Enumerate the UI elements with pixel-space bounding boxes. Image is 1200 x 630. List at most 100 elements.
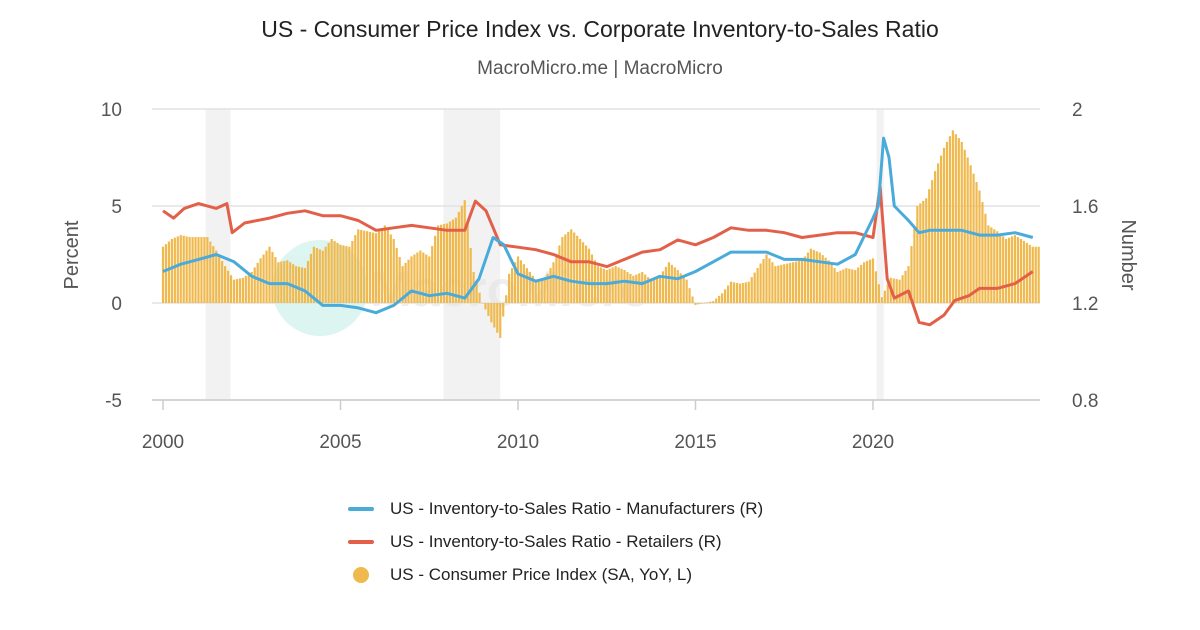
cpi-bar — [410, 256, 413, 303]
cpi-bar — [652, 278, 656, 303]
manufacturers-ratio-line — [162, 136, 1034, 315]
cpi-bar — [957, 138, 960, 303]
cpi-bar — [475, 282, 478, 303]
cpi-bar — [434, 235, 437, 303]
cpi-bar — [499, 303, 502, 338]
cpi-bar — [268, 246, 271, 303]
cpi-bar — [934, 171, 937, 303]
cpi-bar — [404, 262, 407, 303]
cpi-bar — [936, 163, 940, 303]
cpi-bar — [226, 270, 230, 303]
cpi-bar — [833, 268, 836, 303]
cpi-bar — [836, 271, 839, 303]
cpi-bar — [383, 225, 386, 303]
cpi-bar — [922, 200, 925, 303]
cpi-bar — [679, 273, 682, 303]
cpi-bar — [759, 263, 762, 303]
cpi-bar — [845, 268, 848, 303]
legend-item-cpi[interactable]: US - Consumer Price Index (SA, YoY, L) — [348, 558, 763, 591]
cpi-bar — [863, 262, 866, 303]
cpi-bar — [274, 257, 277, 303]
cpi-bar — [954, 134, 957, 303]
cpi-bar — [215, 250, 218, 303]
cpi-bar — [413, 254, 416, 303]
recession-band — [876, 109, 884, 400]
cpi-bar — [762, 259, 765, 303]
cpi-bar — [892, 278, 895, 303]
cpi-bar — [336, 242, 339, 303]
cpi-bar — [487, 303, 490, 316]
cpi-bar — [750, 277, 753, 303]
cpi-bar — [528, 271, 531, 303]
cpi-bar — [756, 268, 759, 303]
cpi-bar — [366, 231, 369, 303]
cpi-bar — [774, 266, 777, 303]
cpi-bar — [916, 206, 919, 303]
cpi-bar — [496, 303, 499, 333]
cpi-bar — [865, 260, 869, 303]
cpi-bar — [552, 262, 555, 303]
cpi-bar — [626, 271, 629, 303]
cpi-bar — [783, 264, 786, 303]
x-tick-label: 2015 — [674, 432, 716, 453]
cpi-bar — [173, 237, 176, 303]
cpi-bar — [502, 303, 505, 317]
cpi-bar — [221, 260, 224, 303]
cpi-bar — [478, 292, 481, 303]
cpi-bar — [537, 279, 540, 303]
cpi-bar — [1025, 242, 1028, 303]
cpi-bar — [975, 182, 978, 303]
cpi-bar — [540, 279, 543, 303]
cpi-bar — [812, 249, 815, 303]
cpi-bar — [658, 275, 662, 303]
cpi-bar — [919, 203, 922, 303]
cpi-bar — [493, 303, 496, 328]
cpi-bar — [960, 141, 963, 303]
cpi-bar — [803, 256, 807, 303]
cpi-bar — [182, 235, 185, 303]
cpi-bar — [981, 202, 984, 303]
cpi-bar — [534, 279, 537, 303]
y-left-label: Percent — [61, 220, 83, 289]
cpi-bar — [874, 271, 878, 303]
cpi-bar — [292, 264, 295, 303]
x-tick-label: 2010 — [497, 432, 539, 453]
legend-item-retailers[interactable]: US - Inventory-to-Sales Ratio - Retailer… — [348, 525, 763, 558]
cpi-bar — [185, 236, 188, 303]
cpi-bar — [348, 246, 351, 303]
cpi-bar — [380, 227, 384, 303]
cpi-bar — [901, 275, 904, 303]
cpi-bar — [670, 264, 673, 303]
cpi-bar — [780, 264, 783, 303]
cpi-bar — [351, 240, 354, 303]
cpi-bar — [1002, 236, 1005, 303]
cpi-bar — [741, 282, 744, 303]
cpi-bar — [422, 252, 425, 303]
cpi-bar — [558, 245, 561, 303]
legend-item-manufacturers[interactable]: US - Inventory-to-Sales Ratio - Manufact… — [348, 492, 763, 525]
legend: US - Inventory-to-Sales Ratio - Manufact… — [348, 492, 763, 591]
cpi-bar — [697, 303, 700, 305]
cpi-bar — [792, 262, 795, 303]
cpi-bar — [771, 262, 774, 303]
cpi-bar — [564, 234, 567, 303]
cpi-bar — [726, 285, 730, 303]
cpi-bar — [389, 234, 392, 303]
cpi-bar — [590, 254, 594, 303]
cpi-bar — [620, 268, 623, 303]
y-right-tick-label: 1.6 — [1072, 197, 1098, 218]
cpi-bar — [723, 289, 727, 303]
cpi-bar — [490, 303, 493, 323]
cpi-bar — [419, 250, 422, 303]
cpi-bar — [703, 303, 706, 304]
cpi-bar — [170, 238, 173, 303]
cpi-bar — [579, 238, 582, 303]
cpi-bar — [951, 130, 954, 303]
cpi-bar — [339, 244, 342, 303]
cpi-bar — [460, 206, 463, 303]
cpi-bar — [549, 268, 552, 303]
cpi-bar — [354, 235, 357, 303]
cpi-bar — [581, 242, 585, 303]
cpi-bar — [815, 251, 818, 303]
